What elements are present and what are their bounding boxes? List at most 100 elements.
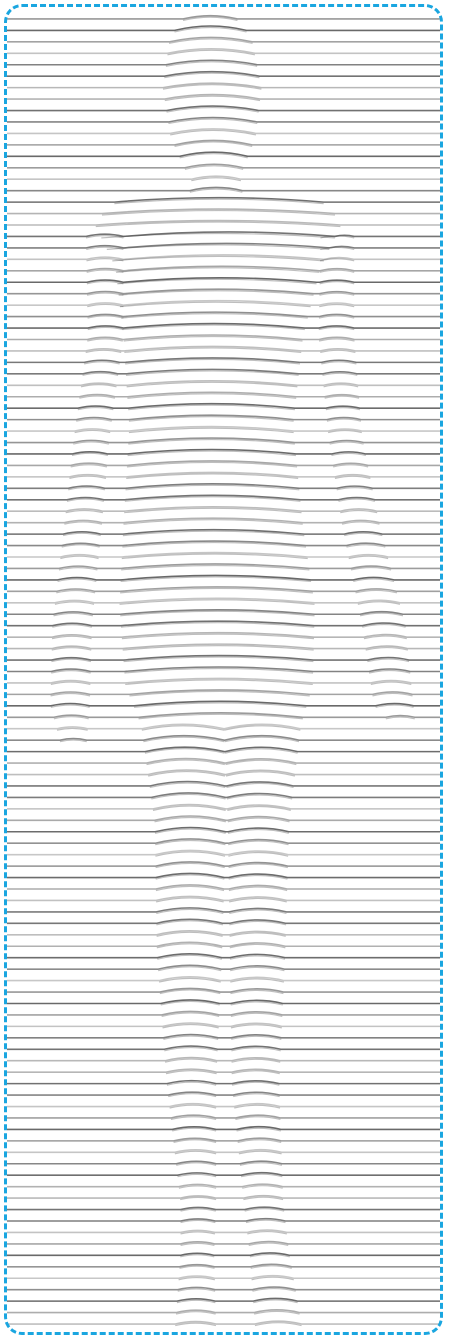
stripe-line xyxy=(7,483,440,490)
figure-contour-line xyxy=(62,532,101,537)
figure-contour-line xyxy=(249,1253,290,1258)
stripe-line xyxy=(7,1102,440,1108)
figure-contour-line xyxy=(230,1001,283,1006)
stripe-line xyxy=(7,540,440,547)
figure-contour-line xyxy=(74,429,111,434)
figure-contour-line xyxy=(156,931,223,937)
figure-contour-line xyxy=(251,1276,294,1281)
figure-contour-line xyxy=(180,1242,215,1246)
stripe-line xyxy=(7,1045,440,1051)
stripe-line xyxy=(7,689,440,696)
figure-contour-line xyxy=(124,667,314,674)
figure-contour-line xyxy=(56,727,88,731)
figure-contour-line xyxy=(357,601,401,605)
figure-contour-line xyxy=(53,716,89,720)
figure-contour-line xyxy=(363,635,407,640)
figure-contour-line xyxy=(326,418,362,422)
stripe-line xyxy=(7,1309,440,1314)
figure-contour-line xyxy=(318,326,355,331)
figure-contour-line xyxy=(85,235,124,239)
figure-contour-line xyxy=(170,129,257,136)
figure-contour-line xyxy=(162,1023,219,1029)
figure-contour-line xyxy=(144,748,225,754)
stripe-line xyxy=(7,987,440,993)
figure-contour-line xyxy=(127,450,296,457)
figure-contour-line xyxy=(229,932,286,937)
stripe-line xyxy=(7,769,440,776)
stripe-line xyxy=(7,551,440,558)
stripe-line xyxy=(7,128,440,135)
stripe-line xyxy=(7,14,440,20)
figure-contour-line xyxy=(166,1081,217,1086)
stripe-line xyxy=(7,175,440,181)
figure-contour-line xyxy=(253,1299,298,1304)
figure-contour-line xyxy=(126,381,298,388)
stripe-line xyxy=(7,964,440,970)
figure-contour-line xyxy=(318,315,355,319)
stripe-line xyxy=(7,907,440,913)
stripe-line xyxy=(7,780,440,787)
figure-contour-line xyxy=(164,1058,218,1063)
figure-contour-line xyxy=(133,702,307,708)
stripe-line xyxy=(7,105,440,112)
figure-contour-line xyxy=(239,1162,283,1166)
figure-contour-line xyxy=(341,521,380,525)
stripe-line xyxy=(7,448,440,455)
stripe-line xyxy=(7,884,440,890)
stripe-line xyxy=(7,219,440,226)
stripe-line xyxy=(7,414,440,421)
figure-contour-line xyxy=(125,358,301,365)
figure-contour-line xyxy=(127,393,297,399)
figure-contour-line xyxy=(175,1311,216,1315)
stripe-line xyxy=(7,1068,440,1073)
figure-contour-line xyxy=(122,324,305,331)
stripe-line xyxy=(7,746,440,753)
figure-contour-line xyxy=(250,1265,292,1269)
stripe-line xyxy=(7,712,440,719)
figure-contour-line xyxy=(228,863,288,869)
figure-contour-line xyxy=(124,347,302,354)
stripe-line xyxy=(7,402,440,409)
stripe-line xyxy=(7,734,440,741)
figure-contour-line xyxy=(174,1150,217,1155)
stripe-line xyxy=(7,1217,440,1222)
stripe-line xyxy=(7,895,440,902)
stripe-line xyxy=(7,757,440,764)
figure-contour-line xyxy=(319,292,355,296)
line-drawing xyxy=(7,14,440,1327)
figure-contour-line xyxy=(319,269,355,273)
figure-contour-line xyxy=(86,280,124,285)
figure-contour-line xyxy=(138,713,303,720)
stripe-line xyxy=(7,151,440,158)
figure-contour-line xyxy=(155,839,226,846)
figure-contour-line xyxy=(321,361,357,365)
stripe-line xyxy=(7,163,440,169)
figure-contour-line xyxy=(320,246,355,250)
figure-contour-line xyxy=(168,38,253,44)
figure-contour-line xyxy=(124,496,301,502)
figure-contour-line xyxy=(329,441,364,445)
stripe-line xyxy=(7,1056,440,1062)
figure-contour-line xyxy=(76,418,112,422)
stripe-line xyxy=(7,608,440,616)
stripe-line xyxy=(7,437,440,444)
figure-contour-line xyxy=(151,793,226,800)
figure-contour-line xyxy=(112,255,324,262)
figure-contour-line xyxy=(164,1046,218,1052)
figure-contour-line xyxy=(52,624,92,628)
figure-contour-line xyxy=(66,498,104,502)
stripe-line xyxy=(7,460,440,467)
artwork-frame xyxy=(4,4,443,1335)
figure-contour-line xyxy=(230,966,285,972)
figure-contour-line xyxy=(59,739,87,743)
figure-contour-line xyxy=(224,725,301,731)
figure-contour-line xyxy=(80,384,117,388)
figure-contour-line xyxy=(148,770,226,777)
figure-contour-line xyxy=(233,1093,280,1098)
figure-contour-line xyxy=(101,209,336,216)
figure-contour-line xyxy=(231,1047,281,1052)
figure-contour-line xyxy=(128,438,295,445)
stripe-line xyxy=(7,36,440,43)
figure-contour-line xyxy=(123,519,303,525)
stripe-line xyxy=(7,242,440,249)
